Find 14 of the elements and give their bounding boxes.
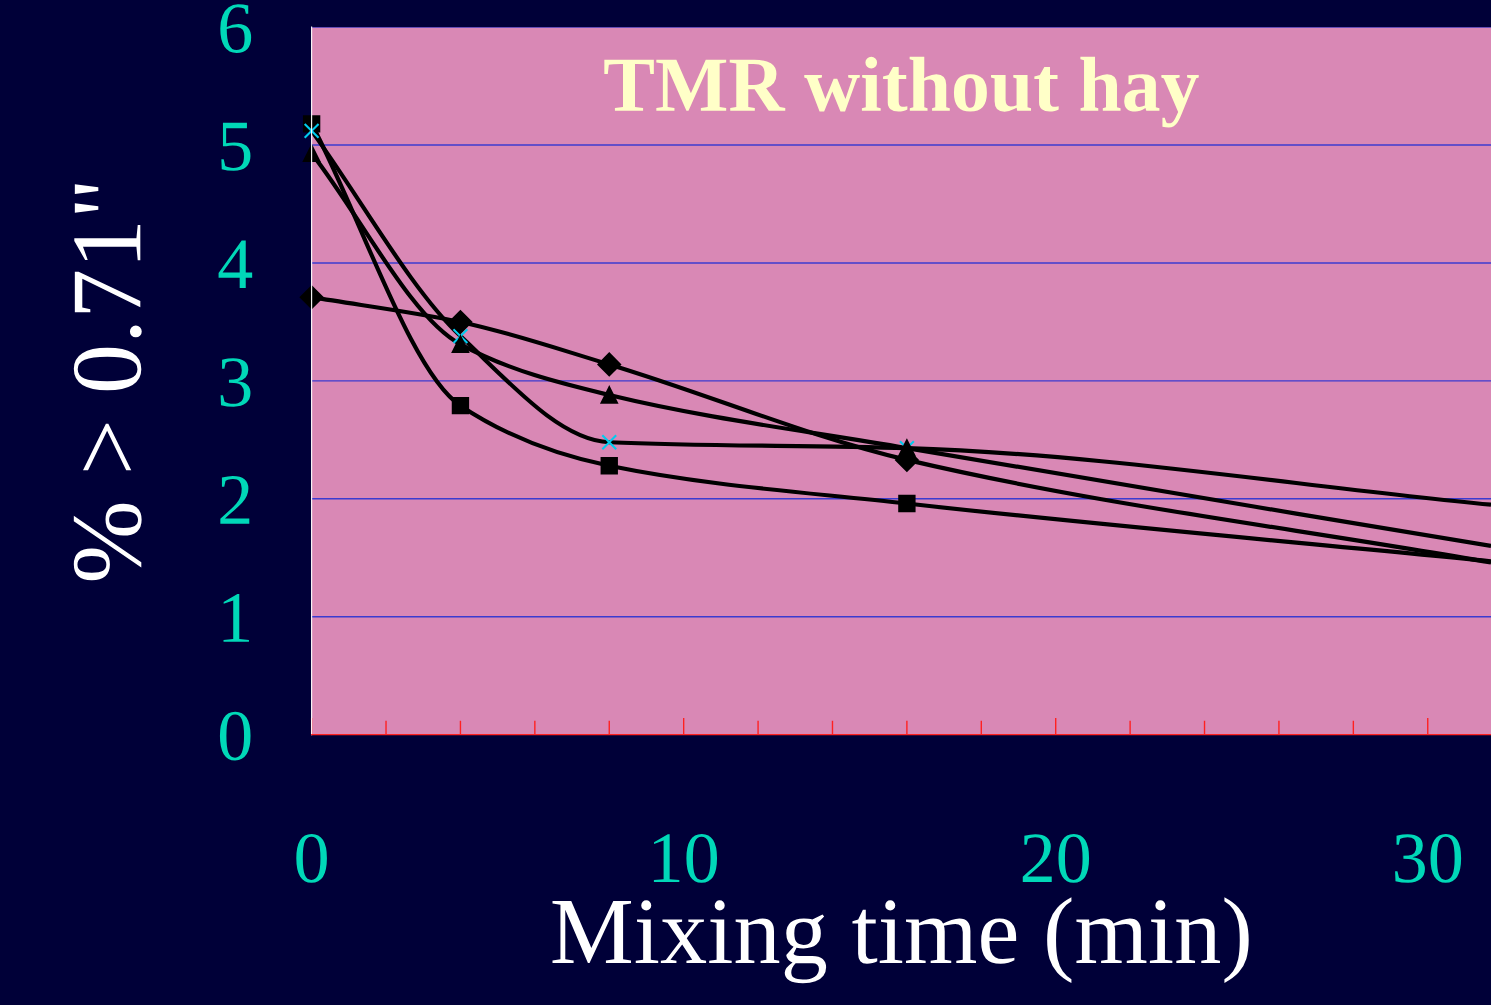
y-tick-label: 4 [218, 240, 253, 289]
y-axis-title: % > 0.71" [73, 184, 142, 581]
y-tick-label: 3 [220, 358, 251, 407]
x-tick-label: 0 [296, 833, 327, 883]
y-tick-label: 2 [220, 476, 250, 524]
x-tick-label: 30 [1395, 833, 1462, 883]
y-tick-label: 1 [223, 594, 249, 642]
y-tick-label: 0 [219, 711, 251, 761]
x-tick-label: 20 [1022, 833, 1090, 883]
chart-title: TMR without hay [604, 56, 1199, 128]
x-axis-title: Mixing time (min) [552, 897, 1249, 984]
y-tick-label: 5 [221, 122, 251, 171]
x-tick-label: 10 [653, 833, 718, 883]
y-tick-label: 6 [220, 4, 252, 53]
